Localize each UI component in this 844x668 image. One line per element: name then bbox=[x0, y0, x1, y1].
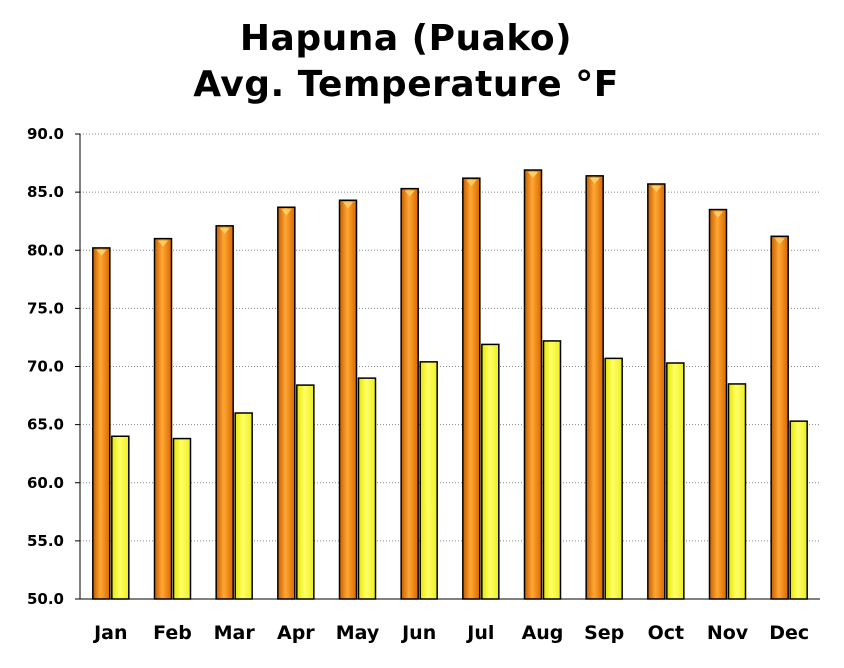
low-temp-bar-feb bbox=[172, 437, 192, 600]
bar-cap-marker bbox=[589, 177, 600, 184]
high-temp-bar-oct bbox=[647, 183, 666, 600]
x-tick-label-oct: Oct bbox=[648, 622, 685, 644]
y-tick-label: 55.0 bbox=[27, 532, 64, 550]
x-tick-label-aug: Aug bbox=[522, 622, 564, 644]
high-temp-bar-jun bbox=[400, 187, 419, 600]
x-tick-label-jul: Jul bbox=[465, 622, 494, 644]
bar-cap-marker bbox=[774, 238, 785, 245]
x-tick-label-jun: Jun bbox=[400, 622, 436, 644]
y-tick-label: 60.0 bbox=[27, 474, 64, 492]
x-tick-label-jan: Jan bbox=[92, 622, 127, 644]
low-temp-bar-jun bbox=[419, 361, 438, 600]
high-temp-bar-dec bbox=[770, 235, 789, 600]
low-temp-bar-jul bbox=[481, 343, 500, 600]
bar-cap-marker bbox=[466, 180, 477, 187]
x-tick-label-may: May bbox=[336, 622, 380, 644]
high-temp-bar-apr bbox=[277, 206, 296, 600]
high-temp-bar-may bbox=[338, 199, 358, 600]
y-tick-label: 50.0 bbox=[27, 590, 64, 608]
bar-cap-marker bbox=[651, 185, 662, 192]
low-temp-bar-aug bbox=[542, 340, 562, 600]
bar-cap-marker bbox=[343, 202, 353, 209]
axes bbox=[75, 133, 820, 600]
y-tick-label: 75.0 bbox=[27, 299, 64, 317]
low-temp-bar-mar bbox=[234, 412, 253, 600]
high-temp-bar-mar bbox=[215, 225, 234, 600]
y-tick-label: 65.0 bbox=[27, 416, 64, 434]
chart-title-line-1: Hapuna (Puako) bbox=[239, 18, 573, 59]
x-tick-label-sep: Sep bbox=[584, 622, 624, 644]
x-tick-label-nov: Nov bbox=[707, 622, 749, 644]
chart-title-line-2: Avg. Temperature °F bbox=[193, 64, 619, 105]
high-temp-bar-jan bbox=[92, 247, 111, 600]
bar-cap-marker bbox=[404, 190, 415, 197]
y-tick-label: 70.0 bbox=[27, 358, 64, 376]
high-temp-bar-nov bbox=[708, 208, 728, 600]
bar-cap-marker bbox=[158, 240, 168, 247]
x-tick-label-apr: Apr bbox=[277, 622, 315, 644]
high-temp-bar-jul bbox=[462, 177, 481, 600]
bar-cap-marker bbox=[528, 172, 538, 179]
high-temp-bar-aug bbox=[523, 169, 543, 600]
bar-cap-marker bbox=[96, 249, 107, 256]
bar-cap-marker bbox=[219, 227, 230, 234]
low-temp-bar-dec bbox=[789, 420, 808, 600]
high-temp-bar-feb bbox=[153, 237, 173, 600]
low-temp-bar-oct bbox=[666, 362, 685, 600]
low-temp-bar-sep bbox=[604, 357, 623, 600]
high-temp-bar-sep bbox=[585, 175, 604, 600]
x-tick-label-dec: Dec bbox=[769, 622, 809, 644]
y-tick-label: 90.0 bbox=[27, 125, 64, 143]
low-temp-bar-may bbox=[357, 377, 377, 600]
bar-cap-marker bbox=[713, 211, 723, 218]
y-tick-label: 80.0 bbox=[27, 241, 64, 259]
bar-cap-marker bbox=[281, 209, 292, 216]
x-tick-label-feb: Feb bbox=[153, 622, 192, 644]
x-tick-label-mar: Mar bbox=[214, 622, 256, 644]
tick-labels: 50.0 55.0 60.0 65.0 70.0 75.0 80.0 85.0 90.0 Jan F… bbox=[27, 125, 809, 644]
bars bbox=[92, 169, 808, 600]
gridlines bbox=[80, 133, 820, 542]
low-temp-bar-apr bbox=[296, 384, 315, 600]
low-temp-bar-jan bbox=[111, 435, 130, 600]
y-tick-label: 85.0 bbox=[27, 183, 64, 201]
low-temp-bar-nov bbox=[727, 383, 747, 600]
